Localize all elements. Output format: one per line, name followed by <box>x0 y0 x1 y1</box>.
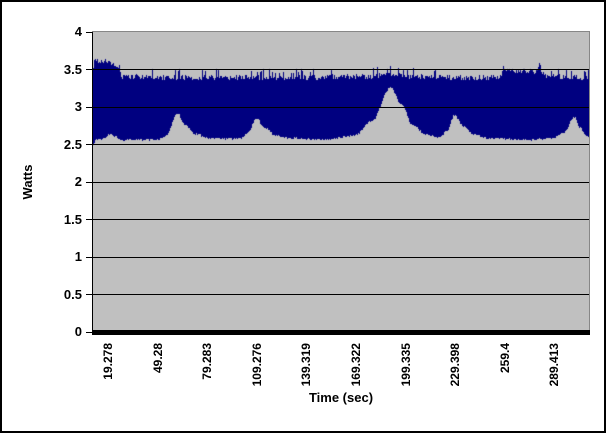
x-tick-label-49.28: 49.28 <box>150 343 165 374</box>
y-tick-2.5 <box>86 144 92 145</box>
y-tick-label-2.5: 2.5 <box>63 136 82 152</box>
y-tick-label-3.5: 3.5 <box>63 61 82 77</box>
y-tick-0.5 <box>86 294 92 295</box>
gridline-0.5 <box>93 294 589 295</box>
x-tick-label-139.319: 139.319 <box>299 343 314 387</box>
y-tick-label-0: 0 <box>74 324 82 339</box>
gridline-1 <box>93 256 589 258</box>
y-tick-3.5 <box>86 69 92 70</box>
gridline-2.5 <box>93 144 589 145</box>
gridline-2 <box>93 181 589 183</box>
y-tick-1.5 <box>86 219 92 220</box>
x-axis-line <box>92 330 590 335</box>
x-axis-title: Time (sec) <box>308 390 374 405</box>
plot-area <box>92 32 590 335</box>
y-tick-4 <box>86 31 92 33</box>
y-tick-label-0.5: 0.5 <box>63 286 82 302</box>
x-tick-label-79.283: 79.283 <box>200 343 215 380</box>
x-tick-label-19.278: 19.278 <box>101 343 115 380</box>
y-tick-label-4: 4 <box>74 24 82 39</box>
x-tick-label-109.276: 109.276 <box>249 343 264 387</box>
y-tick-2 <box>86 181 92 183</box>
y-axis-title: Watts <box>20 164 35 200</box>
x-tick-label-229.398: 229.398 <box>448 343 463 387</box>
gridline-3.5 <box>93 69 589 70</box>
y-tick-label-3: 3 <box>74 99 82 114</box>
y-tick-3 <box>86 106 92 108</box>
gridline-1.5 <box>93 219 589 220</box>
x-tick-label-289.413: 289.413 <box>547 343 562 387</box>
x-tick-label-259.4: 259.4 <box>497 343 512 374</box>
x-tick-label-199.335: 199.335 <box>398 343 413 387</box>
y-tick-label-1.5: 1.5 <box>63 211 82 227</box>
y-tick-0 <box>86 331 92 333</box>
y-tick-1 <box>86 256 92 258</box>
gridline-3 <box>93 106 589 108</box>
y-tick-label-2: 2 <box>74 174 82 189</box>
x-tick-label-169.322: 169.322 <box>349 343 363 387</box>
y-axis-line <box>92 32 93 335</box>
y-tick-label-1: 1 <box>74 249 82 264</box>
